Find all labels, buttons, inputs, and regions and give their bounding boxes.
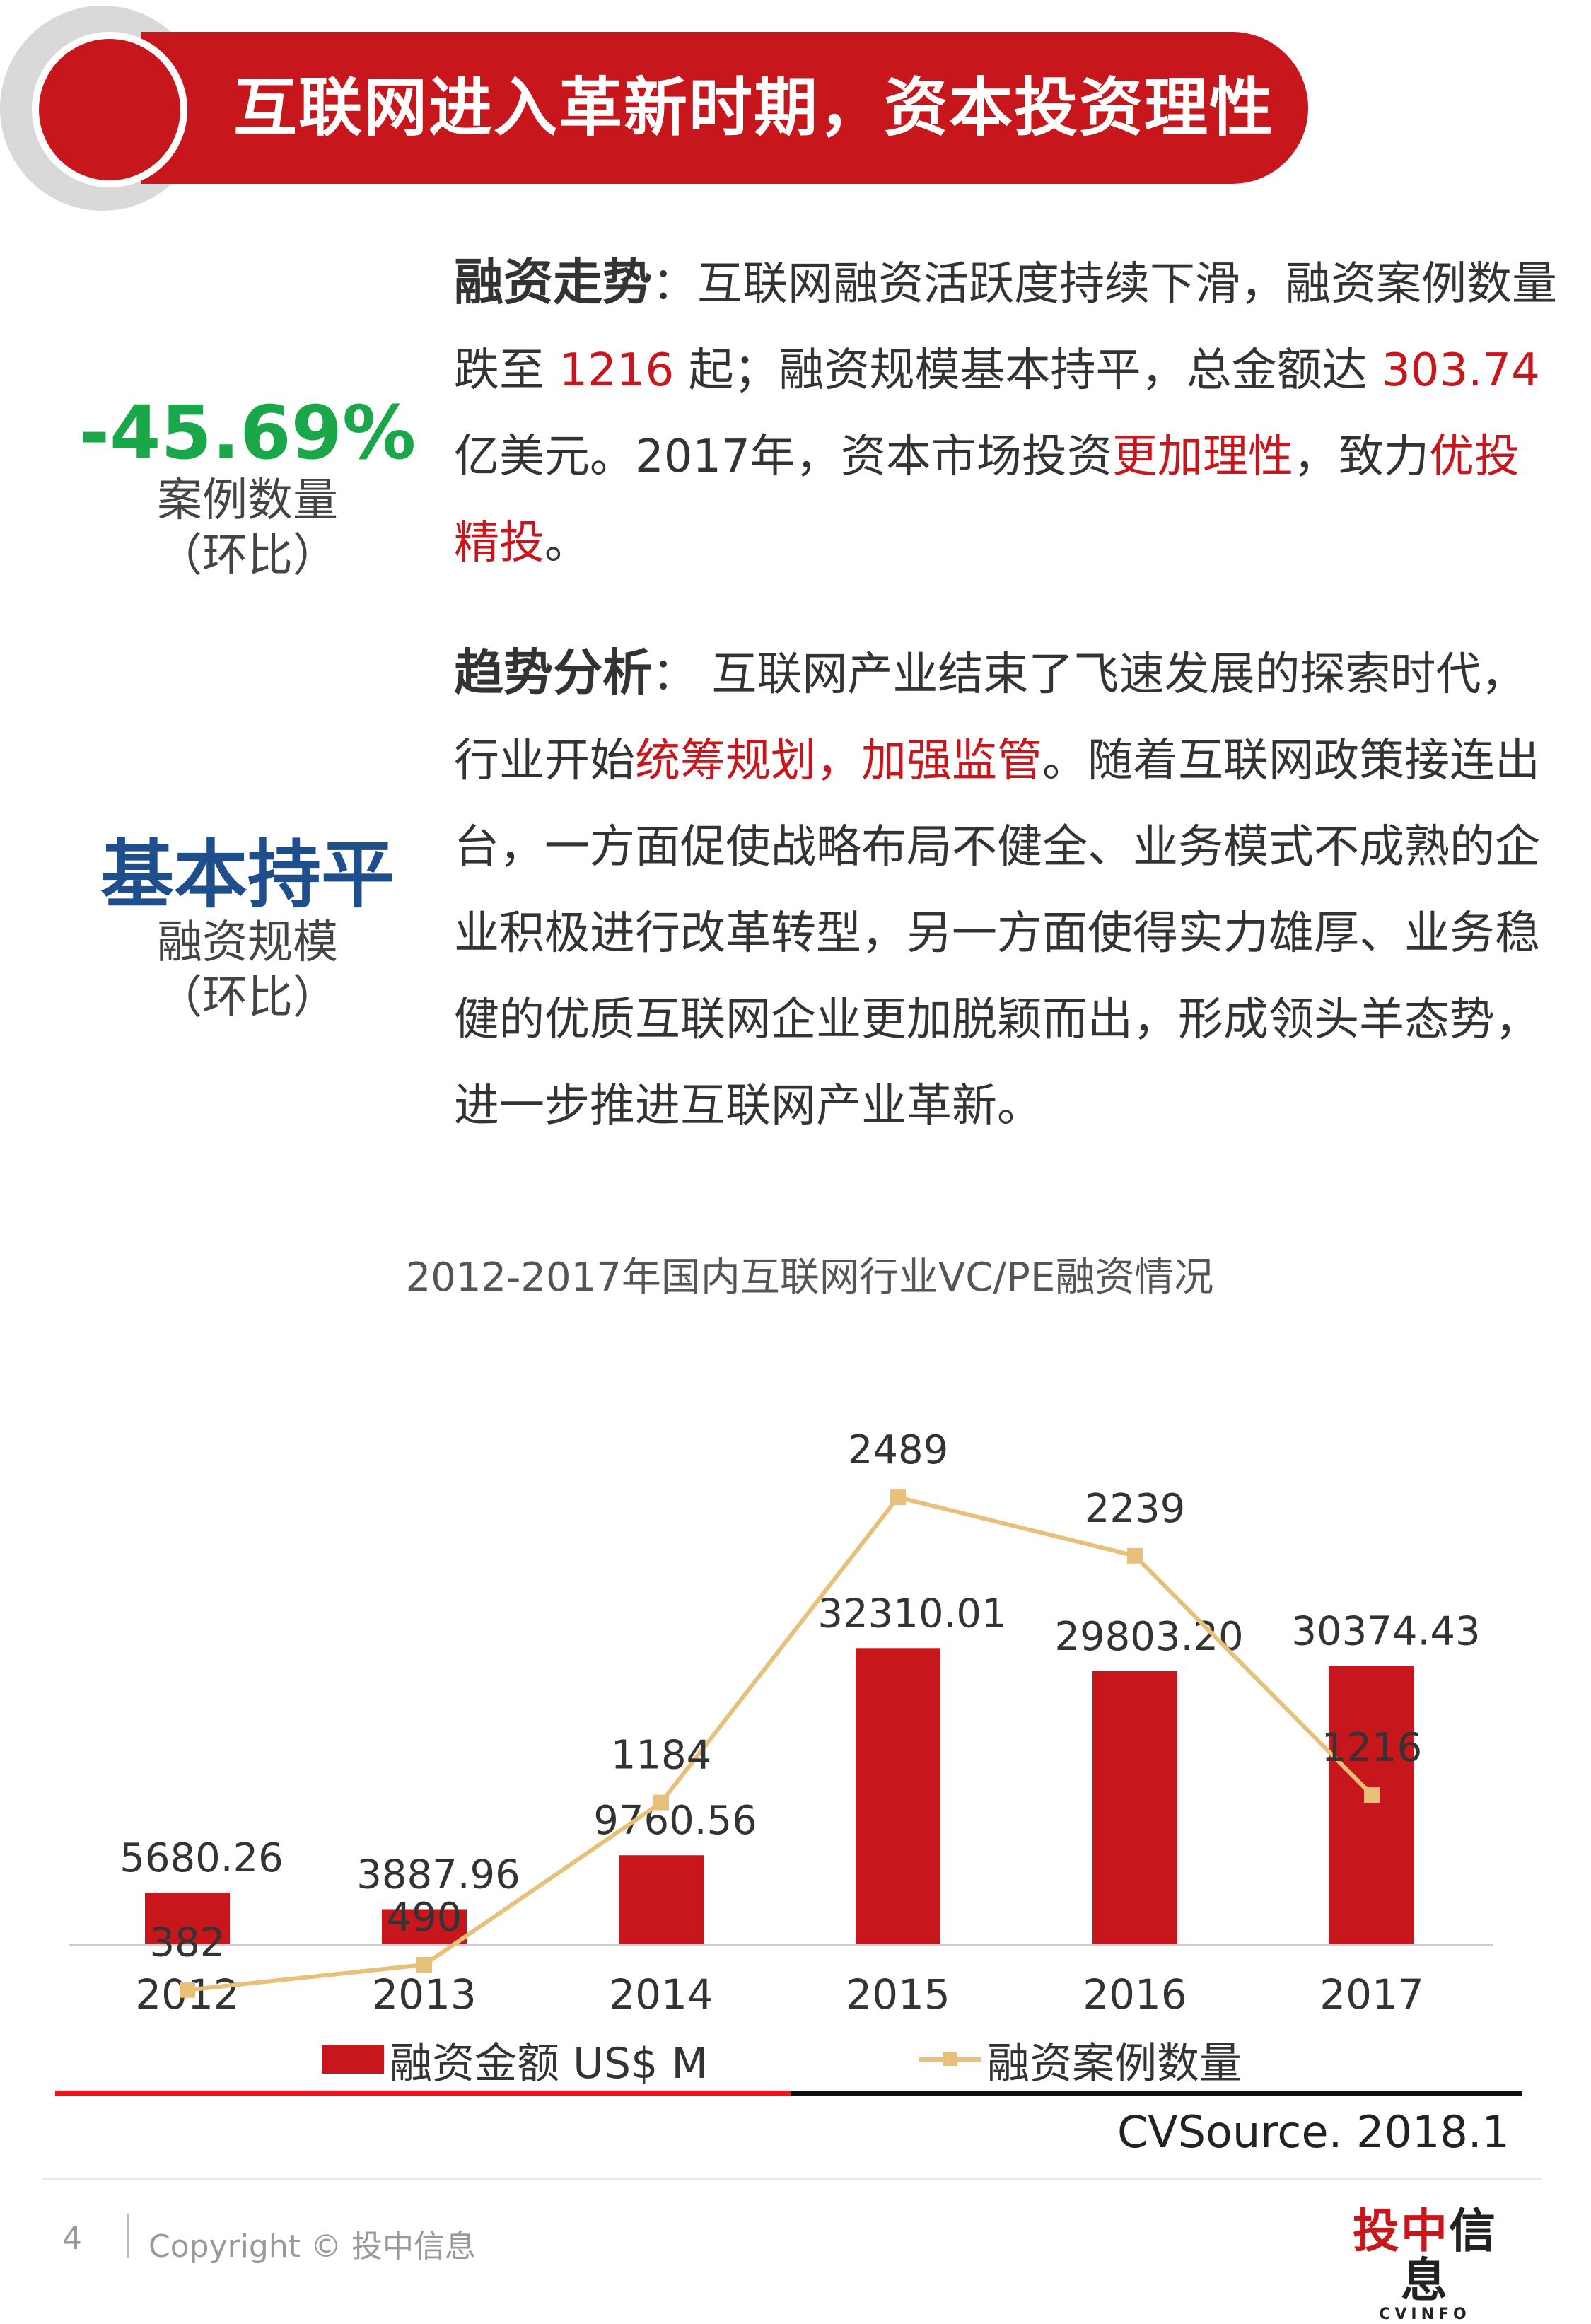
highlight-number: 1216	[559, 344, 675, 397]
x-tick-label-2014: 2014	[609, 1970, 713, 2018]
case-count-label-2017: 1216	[1322, 1725, 1423, 1771]
text: 。	[544, 517, 590, 569]
stat-funding-scale: 基本持平 融资规模 （环比）	[71, 835, 424, 1026]
stat-funding-scale-label: 融资规模	[157, 917, 338, 970]
bar-label-2017: 30374.43	[1291, 1608, 1480, 1654]
x-tick-label-2013: 2013	[372, 1970, 477, 2018]
stat-case-count-label: 案例数量	[157, 475, 338, 528]
case-count-point-2017	[1364, 1786, 1380, 1803]
bar-amount-2014	[619, 1855, 704, 1945]
header-banner	[141, 32, 1308, 184]
case-count-label-2015: 2489	[848, 1427, 949, 1473]
text: ，致力	[1293, 431, 1429, 483]
case-count-label-2016: 2239	[1085, 1486, 1186, 1532]
bar-amount-2013	[382, 1909, 467, 1945]
bar-amount-2015	[856, 1648, 940, 1945]
text: 互联网融资活跃度持续下滑，融资案例数量跌至	[454, 258, 1557, 397]
bar-label-2016: 29803.20	[1054, 1614, 1243, 1660]
paragraph-trend-analysis: 趋势分析： 互联网产业结束了飞速发展的探索时代，行业开始统筹规划，加强监管。随着…	[454, 629, 1557, 1149]
paragraph-funding-trend-sep: ：	[652, 258, 697, 310]
highlight-text: 统筹规划，加强监管	[635, 735, 1042, 787]
legend-label-amount: 融资金额 US$ M	[390, 2038, 709, 2088]
paragraph-funding-trend: 融资走势：互联网融资活跃度持续下滑，融资案例数量跌至 1216 起；融资规模基本…	[454, 239, 1557, 586]
case-count-point-2013	[416, 1957, 432, 1973]
bar-amount-2016	[1092, 1671, 1177, 1945]
text: 。随着互联网政策接连出台，一方面促使战略布局不健全、业务模式不成熟的企业积极进行…	[454, 735, 1540, 1132]
case-count-point-2014	[653, 1794, 669, 1811]
legend-item-count: 融资案例数量	[919, 2031, 1242, 2088]
source-note: CVSource. 2018.1	[1117, 2106, 1510, 2158]
paragraph-trend-analysis-sep: ：	[652, 649, 697, 701]
stat-case-count: -45.69% 案例数量 （环比）	[71, 393, 424, 584]
chart-title: 2012-2017年国内互联网行业VC/PE融资情况	[406, 1255, 1214, 1301]
logo-text-a: 投中	[1353, 2204, 1449, 2258]
text: 互联网产业结束了飞速发展的探索时代，行业开始	[454, 649, 1527, 787]
text: 起；融资规模基本持平，总金额达	[674, 344, 1382, 397]
bar-amount-2017	[1329, 1666, 1414, 1945]
bar-amount-2012	[145, 1893, 230, 1945]
funding-chart: 2012-2017年国内互联网行业VC/PE融资情况 5680.26 3887.96…	[69, 1255, 1493, 2018]
logo-text-b: 信息	[1401, 2204, 1497, 2308]
page-number: 4	[62, 2221, 82, 2257]
stat-funding-scale-note: （环比）	[157, 972, 338, 1025]
legend-swatch-line	[919, 2052, 981, 2066]
footer-separator	[127, 2214, 129, 2258]
highlight-text: 优投精投	[454, 431, 1520, 569]
cvinfo-logo: 投中信息 CVINFO	[1329, 2207, 1520, 2324]
stat-funding-scale-value: 基本持平	[100, 832, 395, 918]
case-count-point-2015	[890, 1489, 906, 1506]
x-tick-label-2017: 2017	[1319, 1970, 1424, 2018]
paragraph-funding-trend-label: 融资走势	[454, 253, 652, 311]
footer-divider	[42, 2178, 1542, 2180]
case-count-label-2014: 1184	[611, 1733, 712, 1779]
x-tick-label-2015: 2015	[846, 1970, 950, 2018]
copyright-text: Copyright © 投中信息	[148, 2229, 476, 2265]
highlight-text: 更加理性	[1112, 431, 1293, 483]
stat-case-count-value: -45.69%	[78, 390, 416, 476]
case-count-label-2013: 490	[387, 1895, 462, 1941]
stat-case-count-note: （环比）	[157, 530, 338, 583]
text: 亿美元。2017年，资本市场投资	[454, 431, 1112, 483]
divider-black	[791, 2091, 1522, 2096]
logo-text-en: CVINFO	[1379, 2306, 1471, 2323]
case-count-label-2012: 382	[150, 1920, 226, 1966]
header-dot	[39, 39, 180, 180]
highlight-number: 303.74	[1381, 344, 1540, 397]
case-count-point-2016	[1127, 1547, 1143, 1564]
legend-label-count: 融资案例数量	[987, 2038, 1242, 2088]
case-count-line	[187, 1494, 1374, 1992]
bar-label-2013: 3887.96	[356, 1852, 520, 1898]
page-title: 互联网进入革新时期，资本投资理性	[233, 71, 1274, 145]
paragraph-trend-analysis-label: 趋势分析	[454, 644, 652, 702]
legend-item-amount: 融资金额 US$ M	[322, 2031, 708, 2088]
bar-label-2014: 9760.56	[593, 1798, 757, 1844]
divider-red	[55, 2091, 791, 2096]
case-count-point-2012	[180, 1982, 195, 1998]
bar-label-2015: 32310.01	[817, 1591, 1006, 1637]
legend-swatch-bar	[322, 2045, 384, 2074]
bar-label-2012: 5680.26	[120, 1835, 284, 1881]
x-tick-label-2016: 2016	[1083, 1970, 1187, 2018]
